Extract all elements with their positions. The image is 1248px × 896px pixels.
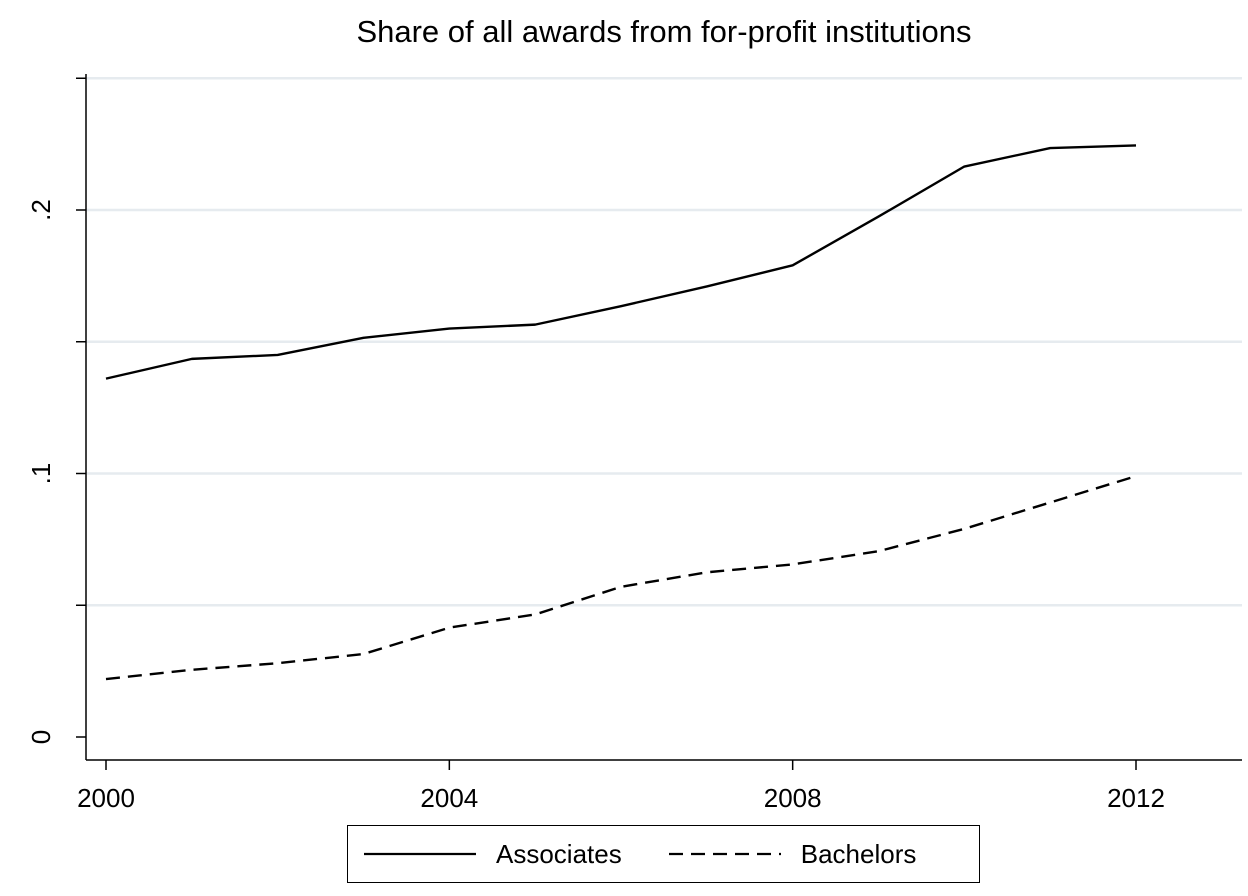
legend-label-associates: Associates: [496, 838, 622, 869]
y-tick-label-2: .1: [26, 463, 56, 485]
series-lines: [105, 144, 1137, 681]
legend-swatch-dashed: [668, 852, 781, 856]
chart-title: Share of all awards from for-profit inst…: [356, 14, 972, 49]
gridlines: [86, 77, 1242, 607]
series-line-associates: [105, 144, 1137, 380]
y-tick-label-0: 0: [26, 730, 56, 744]
y-tick-label-4: .2: [26, 199, 56, 221]
legend-item-bachelors: Bachelors: [668, 838, 917, 870]
axes: 0 .1 .2 2000 2004 2008 2012: [26, 74, 1242, 813]
x-tick-label-3: 2012: [1107, 783, 1165, 813]
x-tick-label-2: 2008: [764, 783, 822, 813]
legend-item-associates: Associates: [364, 839, 622, 870]
series-line-bachelors: [105, 474, 1137, 681]
x-tick-label-0: 2000: [77, 783, 135, 813]
x-tick-label-1: 2004: [420, 783, 478, 813]
legend: Associates Bachelors: [347, 825, 980, 883]
legend-label-bachelors: Bachelors: [800, 838, 917, 869]
legend-swatch-solid: [364, 852, 476, 856]
